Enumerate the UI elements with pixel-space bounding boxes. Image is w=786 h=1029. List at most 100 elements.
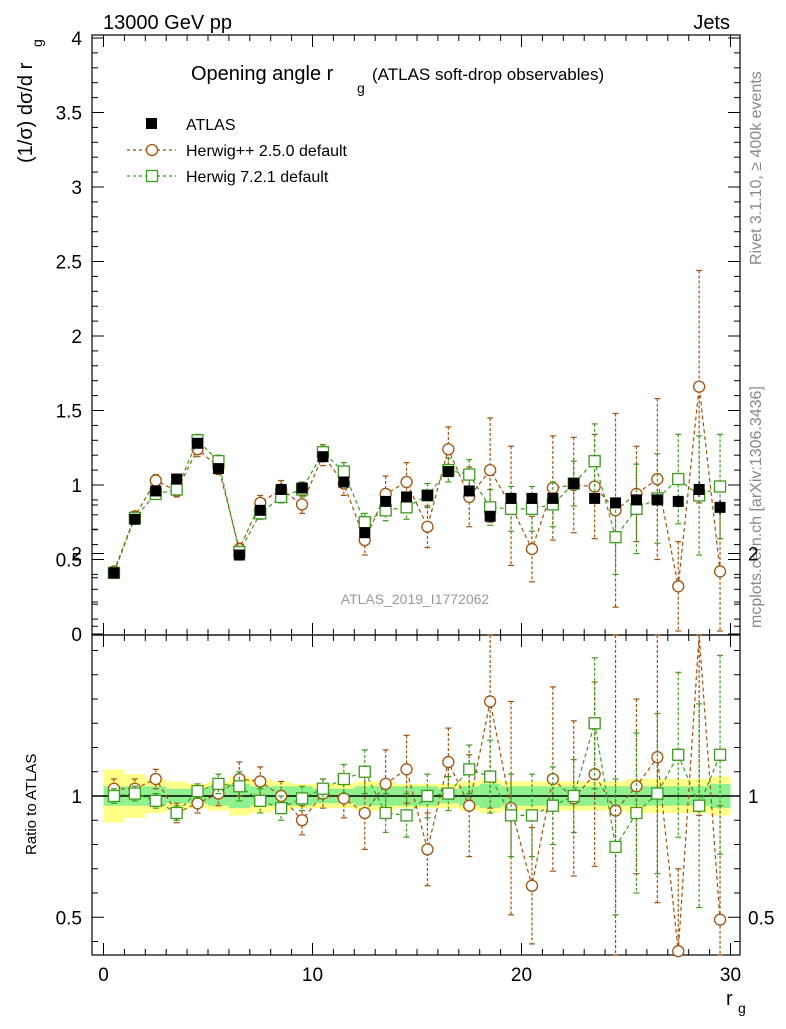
herwigpp-main-line: [113, 386, 721, 587]
atlas-main-point: [359, 527, 371, 539]
herwig7-ratio-point: [651, 787, 664, 800]
herwig7-main-point: [400, 501, 413, 514]
ratio-ytick-label: 2: [71, 545, 82, 566]
atlas-main-point: [630, 494, 642, 506]
process-label: Jets: [693, 12, 730, 34]
atlas-main-point: [108, 567, 120, 579]
legend-herwig7-marker: [145, 169, 159, 183]
ratio-panel: 0 10 20 30 0.5 0.5 1 1 2 2: [56, 504, 774, 986]
rivet-version-label: Rivet 3.1.10, ≥ 400k events: [748, 71, 765, 265]
herwigpp-ratio-point: [463, 799, 476, 812]
atlas-main-point: [526, 492, 538, 504]
herwig7-main-point: [672, 472, 685, 486]
herwig7-main-point: [609, 531, 622, 544]
herwig7-main-point: [504, 502, 518, 515]
ratio-ytick-label-right: 2: [748, 545, 759, 566]
herwig7-ratio-point: [274, 801, 288, 815]
herwig7-ratio-point: [693, 799, 706, 812]
atlas-main-point: [693, 483, 705, 495]
ratio-ytick-label: 1: [71, 787, 82, 808]
herwigpp-ratio-point: [254, 775, 267, 788]
legend-herwig7-label: Herwig 7.2.1 default: [186, 169, 329, 186]
ratio-ylabel: Ratio to ATLAS: [23, 754, 40, 855]
herwigpp-ratio-point: [713, 913, 727, 926]
main-ylabel: (1/σ) dσ/d r: [15, 62, 37, 163]
ratio-ytick-label-right: 1: [748, 787, 759, 808]
atlas-main-point: [610, 497, 622, 509]
legend-herwigpp-marker: [145, 143, 159, 157]
herwig7-main-point: [525, 502, 539, 515]
herwig7-ratio-point: [128, 787, 142, 800]
atlas-main-point: [212, 463, 224, 475]
ratio-xtick-label: 20: [511, 965, 532, 986]
herwig7-ratio-point: [588, 717, 601, 730]
ratio-xtick-label: 10: [302, 965, 323, 986]
herwig7-main-point: [588, 455, 601, 468]
main-ytick-label: 3.5: [56, 104, 82, 125]
herwigpp-ratio-point: [483, 695, 497, 708]
herwigpp-ratio-point: [525, 879, 539, 892]
herwig7-ratio-point: [400, 809, 413, 822]
herwig7-ratio-point: [191, 785, 204, 798]
herwig7-ratio-point: [212, 777, 225, 791]
atlas-main-point: [296, 482, 308, 494]
herwig7-ratio-point: [379, 806, 392, 820]
herwig7-ratio-point: [358, 765, 371, 778]
herwigpp-main-point: [713, 565, 727, 578]
atlas-main-point: [254, 504, 266, 516]
ratio-xtick-label: 0: [98, 965, 109, 986]
herwig7-main-point: [713, 480, 727, 493]
herwigpp-main-point: [400, 475, 413, 489]
atlas-main-point: [547, 492, 559, 504]
herwigpp-ratio-point: [337, 792, 351, 805]
herwigpp-main-point: [421, 520, 434, 533]
atlas-main-point: [338, 476, 350, 488]
herwig7-ratio-point: [713, 748, 727, 761]
atlas-main-point: [463, 485, 475, 497]
atlas-main-point: [672, 495, 684, 507]
herwigpp-main-point: [442, 443, 455, 456]
atlas-main-point: [150, 485, 162, 497]
atlas-main-point: [568, 478, 580, 490]
ratio-ytick-label: 0.5: [56, 908, 82, 929]
herwig7-ratio-point: [149, 794, 162, 807]
legend-atlas-label: ATLAS: [186, 117, 236, 134]
main-ytick-label: 4: [71, 29, 82, 50]
herwig7-ratio-point: [546, 799, 559, 812]
main-ytick-label: 3: [71, 178, 82, 199]
herwig7-main-line: [113, 439, 721, 574]
atlas-main-point: [129, 513, 141, 525]
atlas-main-point: [442, 466, 454, 478]
main-panel: 0 0.5 1 1.5 2 2.5 3 3.5 4: [56, 29, 741, 646]
herwig7-ratio-point: [421, 789, 434, 803]
herwig7-ratio-point: [233, 780, 246, 793]
herwig7-main-point: [463, 468, 476, 481]
herwig7-ratio-point: [525, 809, 539, 822]
herwig7-ratio-point: [463, 763, 476, 776]
atlas-main-point: [233, 549, 245, 561]
herwig7-main-point: [170, 483, 183, 496]
herwig7-ratio-point: [609, 840, 622, 854]
main-ytick-label: 2: [71, 327, 82, 348]
herwig7-ratio-point: [442, 787, 455, 800]
herwigpp-main-point: [295, 498, 309, 511]
herwigpp-ratio-point: [149, 772, 162, 786]
herwigpp-main-point: [483, 463, 497, 477]
herwigpp-ratio-point: [421, 843, 434, 856]
main-ytick-label: 2.5: [56, 253, 82, 274]
analysis-watermark: ATLAS_2019_I1772062: [341, 591, 490, 607]
plot-title-subscript: g: [357, 80, 365, 96]
atlas-main-point: [380, 495, 392, 507]
atlas-main-point: [192, 437, 204, 449]
legend-atlas-marker: [146, 118, 157, 129]
herwig7-ratio-point: [567, 789, 580, 803]
herwigpp-ratio-point: [651, 751, 664, 764]
atlas-main-point: [589, 492, 601, 504]
atlas-main-point: [651, 494, 663, 506]
herwigpp-main-point: [672, 580, 685, 593]
ratio-frame: [91, 634, 741, 956]
herwig7-ratio-point: [316, 782, 330, 795]
atlas-main-point: [401, 491, 413, 503]
herwigpp-ratio-point: [400, 763, 413, 776]
